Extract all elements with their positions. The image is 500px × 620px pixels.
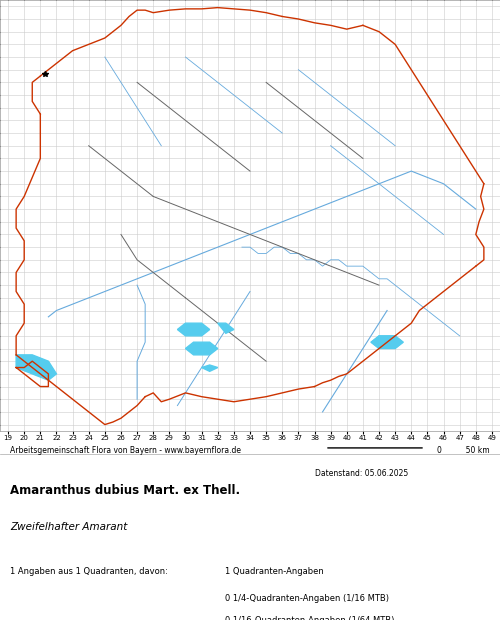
Polygon shape xyxy=(202,365,218,371)
Text: Arbeitsgemeinschaft Flora von Bayern - www.bayernflora.de: Arbeitsgemeinschaft Flora von Bayern - w… xyxy=(10,446,241,455)
Text: 0 1/16-Quadranten-Angaben (1/64 MTB): 0 1/16-Quadranten-Angaben (1/64 MTB) xyxy=(225,616,394,620)
Text: 1 Quadranten-Angaben: 1 Quadranten-Angaben xyxy=(225,567,324,576)
Polygon shape xyxy=(371,336,403,348)
Text: Datenstand: 05.06.2025: Datenstand: 05.06.2025 xyxy=(315,469,408,478)
Text: 1 Angaben aus 1 Quadranten, davon:: 1 Angaben aus 1 Quadranten, davon: xyxy=(10,567,168,576)
Polygon shape xyxy=(186,342,218,355)
Polygon shape xyxy=(218,323,234,334)
Polygon shape xyxy=(178,323,210,336)
Text: Zweifelhafter Amarant: Zweifelhafter Amarant xyxy=(10,521,128,532)
Text: 0          50 km: 0 50 km xyxy=(438,446,490,455)
Text: 0 1/4-Quadranten-Angaben (1/16 MTB): 0 1/4-Quadranten-Angaben (1/16 MTB) xyxy=(225,593,389,603)
Polygon shape xyxy=(16,355,56,380)
Text: Amaranthus dubius Mart. ex Thell.: Amaranthus dubius Mart. ex Thell. xyxy=(10,484,240,497)
